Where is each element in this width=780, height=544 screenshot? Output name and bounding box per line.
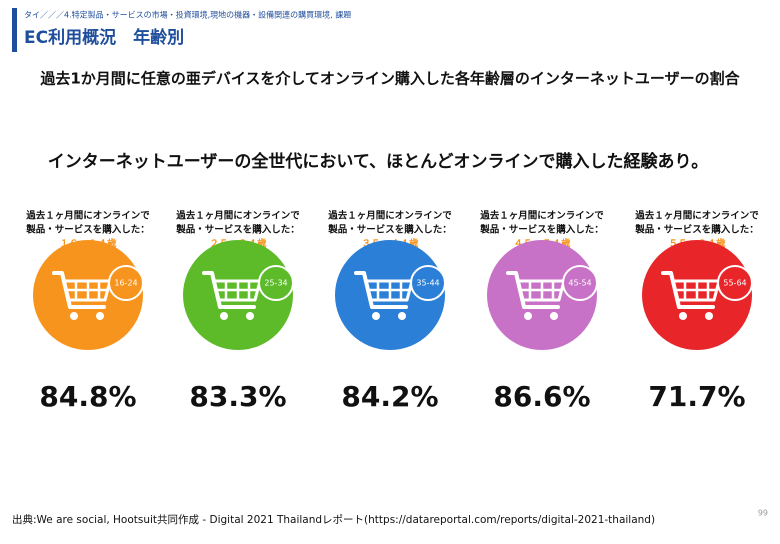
card-label: 製品・サービスを購入した： — [25, 224, 150, 236]
page-title: EC利用概況 年齢別 — [24, 27, 184, 48]
breadcrumb: タイ／／／4.特定製品・サービスの市場・投資環境,現地の機器・設備関連の購買環境… — [24, 10, 351, 20]
source: 出典:We are social, Hootsuit共同作成 - Digital… — [12, 513, 655, 526]
cart-wheel — [705, 312, 713, 320]
cart-wheel — [246, 312, 254, 320]
age-card: 過去１ヶ月間にオンラインで製品・サービスを購入した：５５～６４歳55-6471.… — [634, 210, 759, 414]
age-badge-label: 55-64 — [723, 279, 746, 288]
cart-wheel — [550, 312, 558, 320]
age-badge — [717, 265, 753, 301]
percentage: 84.8% — [39, 380, 136, 413]
cart-wheel — [96, 312, 104, 320]
cart-icon — [364, 279, 414, 302]
percentage: 86.6% — [493, 380, 590, 413]
age-badge-label: 25-34 — [264, 279, 287, 288]
cart-icon — [65, 279, 110, 302]
card-label: 製品・サービスを購入した： — [327, 224, 452, 236]
cart-wheel — [372, 312, 380, 320]
cart-icon — [516, 279, 566, 302]
card-label: 過去１ヶ月間にオンラインで — [327, 210, 452, 222]
card-label: 製品・サービスを購入した： — [479, 224, 604, 236]
card-label: 製品・サービスを購入した： — [175, 224, 300, 236]
age-badge — [108, 265, 144, 301]
cart-icon — [519, 279, 564, 302]
age-badge-label: 16-24 — [114, 279, 137, 288]
subtitle: 過去1か月間に任意の亜デバイスを介してオンライン購入した各年齢層のインターネット… — [39, 70, 740, 88]
age-badge — [258, 265, 294, 301]
page-number: 99 — [758, 509, 768, 518]
cart-icon — [62, 279, 112, 302]
percentage: 84.2% — [341, 380, 438, 413]
age-card: 過去１ヶ月間にオンラインで製品・サービスを購入した：１６～１４歳16-2484.… — [25, 210, 150, 414]
card-label: 過去１ヶ月間にオンラインで — [479, 210, 604, 222]
cart-wheel — [398, 312, 406, 320]
header-bar — [12, 8, 17, 52]
cart-wheel — [70, 312, 78, 320]
percentage: 83.3% — [189, 380, 286, 413]
cart-icon — [215, 279, 260, 302]
percentage: 71.7% — [648, 380, 745, 413]
age-card: 過去１ヶ月間にオンラインで製品・サービスを購入した：４５～５４歳45-5486.… — [479, 210, 604, 414]
cart-icon — [367, 279, 412, 302]
cart-wheel — [524, 312, 532, 320]
age-badge-label: 35-44 — [416, 279, 439, 288]
age-card: 過去１ヶ月間にオンラインで製品・サービスを購入した：３５～４４歳35-4484.… — [327, 210, 452, 414]
cart-icon — [671, 279, 721, 302]
age-badge — [410, 265, 446, 301]
card-label: 過去１ヶ月間にオンラインで — [634, 210, 759, 222]
cart-wheel — [679, 312, 687, 320]
age-badge-label: 45-54 — [568, 279, 591, 288]
card-label: 過去１ヶ月間にオンラインで — [175, 210, 300, 222]
cart-icon — [674, 279, 719, 302]
cart-icon — [212, 279, 262, 302]
cart-wheel — [220, 312, 228, 320]
card-label: 過去１ヶ月間にオンラインで — [25, 210, 150, 222]
age-badge — [562, 265, 598, 301]
card-label: 製品・サービスを購入した： — [634, 224, 759, 236]
headline: インターネットユーザーの全世代において、ほとんどオンラインで購入した経験あり。 — [48, 151, 708, 172]
age-card: 過去１ヶ月間にオンラインで製品・サービスを購入した：２５～３４歳25-3483.… — [175, 210, 300, 414]
